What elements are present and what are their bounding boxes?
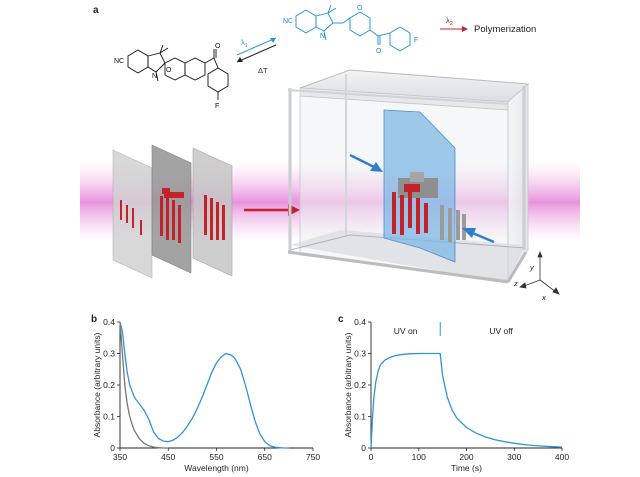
- series-line-0: [119, 321, 289, 449]
- lambda2-label: λ2: [446, 16, 453, 27]
- y-tick-label: 0.3: [354, 349, 366, 359]
- x-tick-label: 200: [459, 452, 473, 462]
- series-line-1: [119, 321, 169, 449]
- x-tick-label: 300: [507, 452, 521, 462]
- absorbance-spectrum-chart: 0 0.1 0.2 0.3 0.4 350 450 550 650 750 Wavelength (…: [92, 317, 320, 473]
- y-axis-label: Absorbance (arbitrary units): [343, 332, 353, 437]
- y-tick-label: 0.2: [103, 380, 115, 390]
- polymerization-arrow: [440, 26, 468, 32]
- x-axis-label: Wavelength (nm): [184, 463, 249, 473]
- axis-x-label: x: [541, 293, 546, 302]
- coordinate-axes: [519, 250, 560, 295]
- n-label-right: N: [320, 33, 325, 40]
- axis-z-label: z: [513, 279, 518, 288]
- x-tick-label: 550: [209, 452, 223, 462]
- merocyanine-structure: [295, 4, 411, 52]
- y-tick-label: 0.1: [354, 412, 366, 422]
- blue-sheet-arrows: [349, 153, 495, 244]
- delta-t-label: ΔT: [258, 66, 268, 75]
- x-tick-label: 100: [412, 452, 426, 462]
- panel-a-letter: a: [93, 5, 99, 16]
- o-label-left: O: [166, 67, 172, 74]
- x-tick-label: 400: [555, 452, 569, 462]
- nc-label-right: NC: [283, 18, 293, 25]
- o-carbonyl-left: O: [215, 43, 221, 50]
- uv-on-label: UV on: [394, 326, 418, 336]
- axis-y-label: y: [529, 263, 535, 272]
- x-tick-label: 0: [369, 452, 374, 462]
- y-axis-label: Absorbance (arbitrary units): [92, 332, 102, 437]
- x-axis-label: Time (s): [451, 463, 482, 473]
- spiropyran-structure: [127, 44, 229, 100]
- f-label-right: F: [414, 37, 418, 44]
- absorbance-kinetics-chart: 0 0.1 0.2 0.3 0.4 0 100 200 300 400 Time (s) Absorb…: [343, 317, 569, 473]
- polymerization-label: Polymerization: [474, 24, 536, 35]
- printed-object: [392, 172, 466, 242]
- uv-off-label: UV off: [489, 326, 513, 336]
- y-tick-label: 0.4: [103, 317, 115, 327]
- x-tick-label: 450: [161, 452, 175, 462]
- x-tick-label: 750: [306, 452, 320, 462]
- x-tick-label: 350: [113, 452, 127, 462]
- x-tick-label: 650: [258, 452, 272, 462]
- y-tick-label: 0: [361, 443, 366, 453]
- o-label-right: O: [357, 5, 363, 12]
- nc-label-left: NC: [114, 58, 124, 65]
- series-line-0: [370, 352, 563, 449]
- projection-slices: [112, 144, 233, 279]
- y-tick-label: 0.4: [354, 317, 366, 327]
- f-label-left: F: [215, 103, 219, 110]
- lambda1-label: λ1: [241, 38, 248, 49]
- equilibrium-arrows: [236, 37, 277, 63]
- panel-c-letter: c: [338, 314, 344, 325]
- panel-b-letter: b: [91, 314, 97, 325]
- y-tick-label: 0: [110, 443, 115, 453]
- y-tick-label: 0.3: [103, 349, 115, 359]
- o-carbonyl-right: O: [376, 48, 382, 55]
- n-label-left: N: [152, 73, 157, 80]
- y-tick-label: 0.1: [103, 412, 115, 422]
- y-tick-label: 0.2: [354, 380, 366, 390]
